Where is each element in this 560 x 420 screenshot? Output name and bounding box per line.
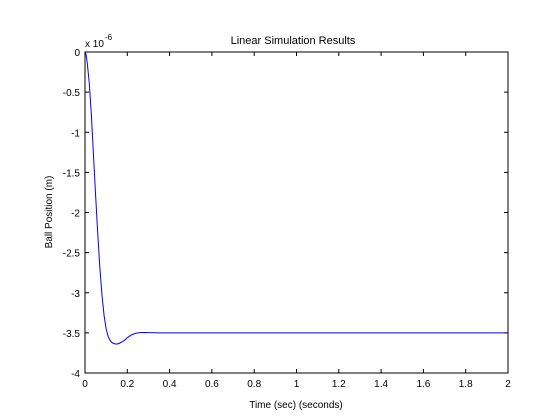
y-tick-label-8: -4 [71, 369, 80, 380]
x-axis-label: Time (sec) (seconds) [249, 400, 343, 411]
x-tick-label-10: 2 [505, 379, 511, 390]
x-tick-label-9: 1.8 [459, 379, 473, 390]
y-tick-label-6: -3 [71, 289, 80, 300]
x-tick-label-2: 0.4 [163, 379, 177, 390]
series-line-ball-position [84, 51, 508, 345]
tick-group: 0 0.2 0.4 0.6 0.8 1 1.2 1.4 1.6 1.8 2 0 -0.5 -1 -1.5 -2… [63, 48, 511, 390]
y-tick-label-4: -2 [71, 209, 80, 220]
y-tick-label-7: -3.5 [63, 329, 81, 340]
x-tick-label-4: 0.8 [247, 379, 261, 390]
x-tick-label-6: 1.2 [332, 379, 346, 390]
x-tick-label-7: 1.4 [374, 379, 388, 390]
y-tick-label-5: -2.5 [63, 249, 81, 260]
y-multiplier-base: x 10 [85, 39, 104, 50]
y-multiplier-exponent: -6 [105, 33, 113, 42]
x-tick-label-8: 1.6 [416, 379, 430, 390]
x-tick-label-3: 0.6 [205, 379, 219, 390]
x-tick-label-1: 0.2 [120, 379, 134, 390]
axes-box [84, 51, 509, 374]
x-tick-label-5: 1 [294, 379, 300, 390]
chart-title: Linear Simulation Results [231, 35, 356, 47]
x-tick-label-0: 0 [82, 379, 88, 390]
y-tick-label-1: -0.5 [63, 88, 81, 99]
y-tick-label-3: -1.5 [63, 168, 81, 179]
plot-area [85, 52, 508, 373]
y-tick-label-0: 0 [74, 48, 80, 59]
y-tick-label-2: -1 [71, 128, 80, 139]
y-axis-label: Ball Position (m) [44, 176, 55, 249]
